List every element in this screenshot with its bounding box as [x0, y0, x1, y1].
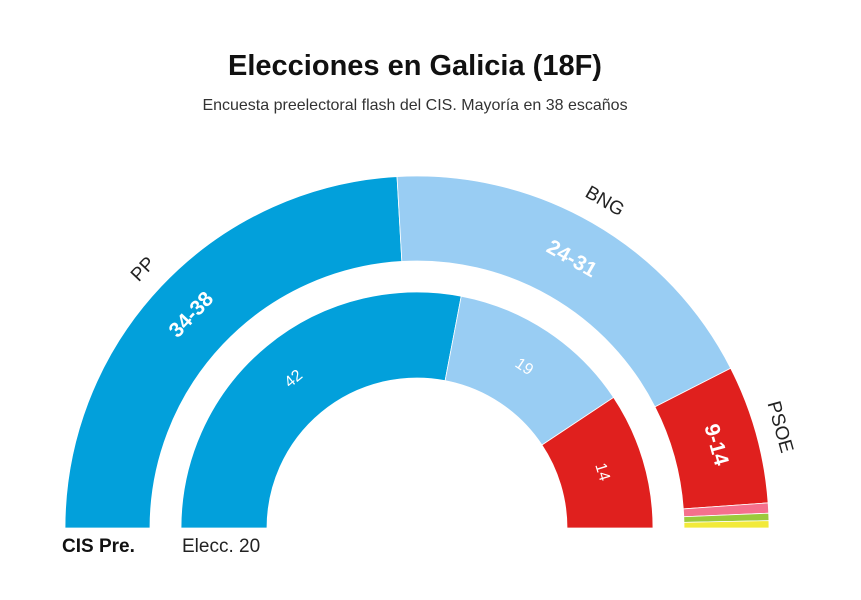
- party-label-pp: PP: [127, 253, 160, 286]
- seat-arc-cis-pre-pp: [64, 176, 403, 529]
- party-label-psoe: PSOE: [763, 399, 797, 456]
- chart-title: Elecciones en Galicia (18F): [228, 50, 602, 82]
- seat-arc-cis-pre-other-5: [683, 520, 770, 529]
- ring-label-cis-pre: CIS Pre.: [62, 536, 135, 557]
- data-label-elecc-20-psoe: 14: [591, 461, 612, 483]
- seat-arc-elecc-20-pp: [180, 291, 462, 529]
- seat-arc-cis-pre-bng: [396, 175, 732, 408]
- ring-label-elecc-20: Elecc. 20: [182, 536, 260, 557]
- seat-arc-elecc-20-psoe: [541, 396, 654, 529]
- chart-subtitle: Encuesta preelectoral flash del CIS. May…: [202, 97, 628, 114]
- party-label-bng: BNG: [581, 182, 627, 221]
